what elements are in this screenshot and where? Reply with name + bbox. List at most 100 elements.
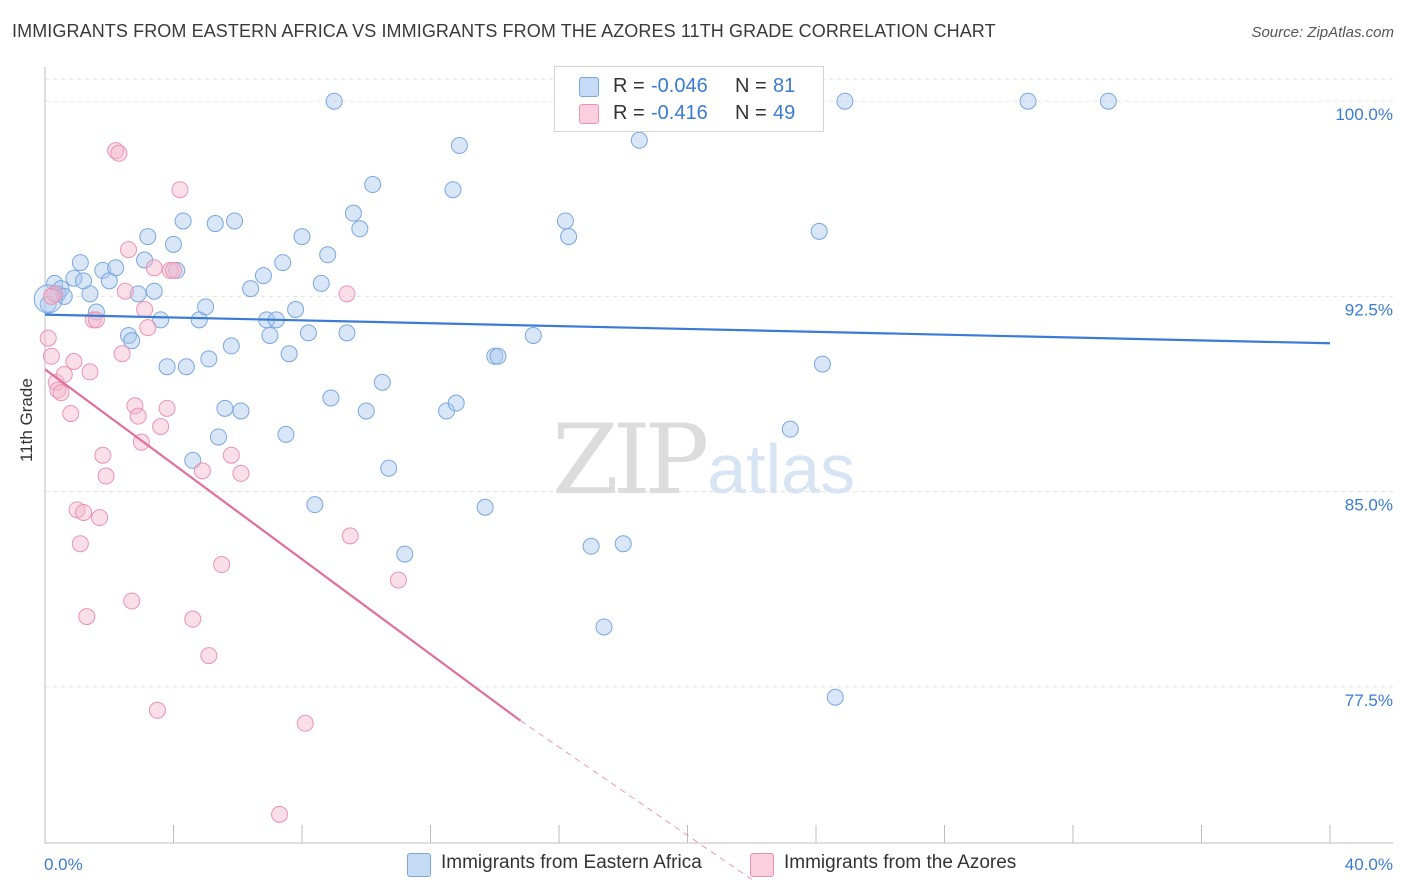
bottom-legend-label: Immigrants from Eastern Africa — [441, 852, 702, 873]
data-point-eastern-africa — [325, 92, 343, 110]
data-point-eastern-africa — [344, 204, 362, 222]
data-point-eastern-africa — [123, 332, 141, 350]
data-point-azores — [62, 405, 80, 423]
data-point-azores — [213, 556, 231, 574]
data-point-azores — [110, 144, 128, 162]
data-point-azores — [49, 381, 67, 399]
data-point-eastern-africa — [595, 618, 613, 636]
data-point-azores — [113, 345, 131, 363]
data-point-eastern-africa — [338, 324, 356, 342]
data-point-eastern-africa — [200, 350, 218, 368]
legend-n-value: 81 — [773, 75, 796, 97]
data-point-eastern-africa — [582, 537, 600, 555]
legend-r-label: R = — [613, 102, 645, 124]
data-point-azores — [341, 527, 359, 545]
data-point-azores — [91, 509, 109, 527]
data-point-eastern-africa — [277, 425, 295, 443]
data-point-azores — [46, 285, 64, 303]
data-point-azores — [152, 418, 170, 436]
data-point-eastern-africa — [630, 131, 648, 149]
data-point-eastern-africa — [242, 280, 260, 298]
data-point-azores — [71, 535, 89, 553]
data-point-eastern-africa — [206, 215, 224, 233]
y-axis-label: 11th Grade — [17, 378, 36, 462]
data-point-azores — [97, 467, 115, 485]
data-point-eastern-africa — [226, 212, 244, 230]
chart-title: IMMIGRANTS FROM EASTERN AFRICA VS IMMIGR… — [12, 21, 996, 41]
data-point-eastern-africa — [560, 228, 578, 246]
data-point-azores — [139, 319, 157, 337]
data-point-azores — [145, 259, 163, 277]
data-point-eastern-africa — [447, 394, 465, 412]
y-tick-label: 92.5% — [1345, 300, 1393, 319]
data-point-azores — [126, 397, 144, 415]
data-point-eastern-africa — [373, 373, 391, 391]
data-point-eastern-africa — [274, 254, 292, 272]
data-point-eastern-africa — [287, 300, 305, 318]
trend-line-azores-extension — [520, 720, 753, 880]
data-point-eastern-africa — [476, 498, 494, 516]
bottom-legend-swatch-blue — [407, 853, 431, 877]
data-point-eastern-africa — [1019, 92, 1037, 110]
data-point-azores — [107, 142, 125, 160]
data-point-eastern-africa — [614, 535, 632, 553]
data-point-eastern-africa — [216, 399, 234, 417]
data-point-azores — [389, 571, 407, 589]
data-point-eastern-africa — [299, 324, 317, 342]
data-point-azores — [81, 363, 99, 381]
data-point-eastern-africa — [209, 428, 227, 446]
grid-lines — [45, 78, 1393, 688]
data-point-eastern-africa — [174, 212, 192, 230]
data-point-eastern-africa — [94, 261, 112, 279]
data-point-azores — [148, 701, 166, 719]
legend-n-label: N = — [735, 102, 767, 124]
data-point-eastern-africa — [556, 212, 574, 230]
y-tick-label: 77.5% — [1345, 691, 1393, 710]
data-point-eastern-africa — [254, 267, 272, 285]
tick-labels: 77.5% 85.0% 92.5% 100.0% 0.0% 40.0% — [44, 105, 1393, 874]
data-point-eastern-africa — [826, 688, 844, 706]
data-point-eastern-africa — [177, 358, 195, 376]
data-point-eastern-africa — [184, 451, 202, 469]
data-point-eastern-africa — [450, 136, 468, 154]
data-point-azores — [296, 714, 314, 732]
data-point-eastern-africa — [65, 269, 83, 287]
data-point-eastern-africa — [836, 92, 854, 110]
data-point-eastern-africa — [444, 181, 462, 199]
data-point-azores — [52, 384, 70, 402]
x-tick-label-max: 40.0% — [1345, 855, 1393, 874]
data-point-eastern-africa — [1099, 92, 1117, 110]
legend-n-label: N = — [735, 75, 767, 97]
data-point-eastern-africa — [81, 285, 99, 303]
data-point-eastern-africa — [222, 337, 240, 355]
data-point-eastern-africa — [261, 326, 279, 344]
legend-r-value: -0.046 — [651, 75, 708, 97]
data-point-azores — [42, 347, 60, 365]
data-point-eastern-africa — [100, 272, 118, 290]
data-point-eastern-africa — [280, 345, 298, 363]
data-point-azores — [94, 446, 112, 464]
legend-swatch-pink — [579, 104, 599, 124]
data-point-eastern-africa — [524, 326, 542, 344]
data-point-eastern-africa — [813, 355, 831, 373]
data-point-eastern-africa — [364, 176, 382, 194]
data-point-eastern-africa — [322, 389, 340, 407]
y-tick-label: 85.0% — [1345, 496, 1393, 515]
data-point-eastern-africa — [158, 358, 176, 376]
trend-line-eastern-africa — [44, 313, 1331, 345]
data-point-azores — [39, 329, 57, 347]
data-point-eastern-africa — [781, 420, 799, 438]
data-point-eastern-africa — [396, 545, 414, 563]
data-point-azores — [129, 407, 147, 425]
data-point-eastern-africa — [489, 347, 507, 365]
data-point-eastern-africa — [120, 326, 138, 344]
trend-line-azores — [44, 368, 522, 722]
data-point-azores — [78, 608, 96, 626]
data-point-eastern-africa — [293, 228, 311, 246]
legend-n-value: 49 — [773, 102, 796, 124]
data-point-azores — [171, 181, 189, 199]
data-point-eastern-africa — [306, 496, 324, 514]
data-point-eastern-africa — [810, 222, 828, 240]
data-point-eastern-africa — [71, 254, 89, 272]
data-point-eastern-africa — [165, 235, 182, 253]
